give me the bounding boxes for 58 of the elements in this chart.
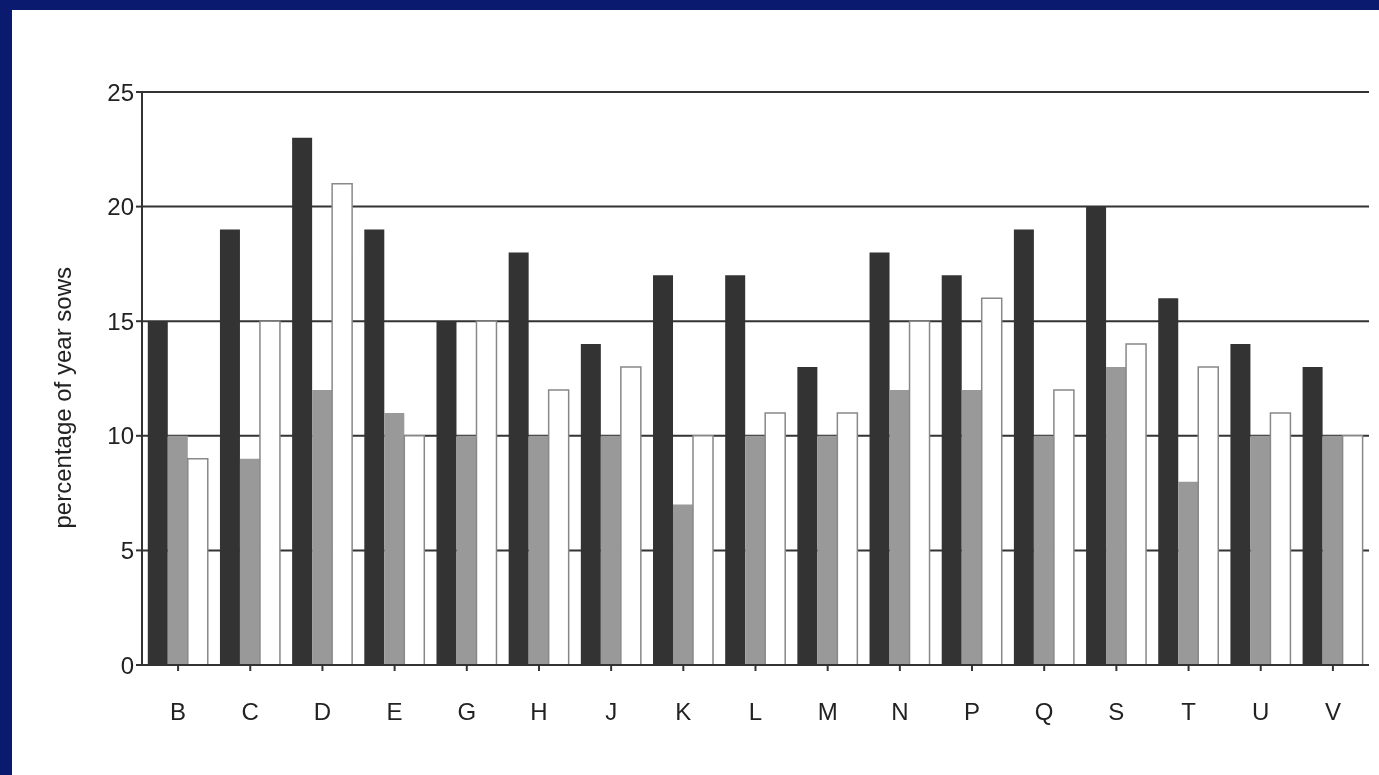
x-tick-label: S bbox=[1108, 698, 1125, 726]
bar bbox=[331, 182, 353, 665]
y-tick-label: 0 bbox=[120, 651, 134, 679]
bar bbox=[259, 320, 281, 665]
bar bbox=[384, 412, 405, 665]
bar bbox=[1197, 366, 1219, 665]
bar bbox=[1053, 389, 1075, 665]
bar bbox=[1322, 435, 1343, 665]
bar bbox=[1250, 435, 1271, 665]
bar bbox=[1033, 435, 1054, 665]
y-tick-label: 10 bbox=[107, 422, 134, 450]
bar bbox=[764, 412, 786, 665]
bar bbox=[836, 412, 859, 665]
x-tick-label: M bbox=[817, 698, 838, 726]
y-axis-title: percentage of year sows bbox=[48, 267, 76, 529]
y-tick-label: 25 bbox=[107, 78, 134, 106]
x-tick-label: N bbox=[891, 698, 909, 726]
bar bbox=[167, 435, 188, 665]
bar bbox=[1269, 412, 1292, 665]
bar bbox=[312, 389, 333, 665]
bar bbox=[980, 297, 1003, 665]
bar bbox=[239, 458, 260, 665]
bar bbox=[673, 504, 694, 665]
bar bbox=[456, 435, 477, 665]
bar bbox=[1178, 481, 1199, 665]
bar bbox=[817, 435, 838, 665]
x-tick-label: V bbox=[1324, 698, 1341, 726]
bar bbox=[1341, 435, 1364, 665]
x-tick-label: H bbox=[530, 698, 548, 726]
bar bbox=[1125, 343, 1147, 665]
bar bbox=[187, 457, 209, 665]
y-tick-label: 20 bbox=[107, 193, 134, 221]
x-tick-label: L bbox=[748, 698, 763, 726]
x-tick-label: B bbox=[170, 698, 187, 726]
x-tick-label: C bbox=[241, 698, 259, 726]
y-tick-label: 15 bbox=[107, 307, 134, 335]
bar bbox=[403, 435, 426, 665]
x-tick-label: K bbox=[675, 698, 692, 726]
x-tick-label: Q bbox=[1034, 698, 1054, 726]
bar bbox=[528, 435, 549, 665]
x-tick-label: P bbox=[964, 698, 981, 726]
x-tick-label: U bbox=[1252, 698, 1270, 726]
bar bbox=[745, 435, 766, 665]
bar bbox=[547, 389, 570, 665]
x-tick-label: G bbox=[457, 698, 477, 726]
x-tick-label: E bbox=[386, 698, 403, 726]
bar bbox=[620, 366, 642, 665]
x-tick-label: J bbox=[605, 698, 618, 726]
bar bbox=[600, 435, 621, 665]
bar bbox=[961, 389, 982, 665]
x-tick-label: D bbox=[313, 698, 332, 726]
bar bbox=[889, 389, 910, 665]
x-tick-label: T bbox=[1181, 698, 1197, 726]
bar bbox=[692, 435, 714, 665]
bar bbox=[1106, 367, 1127, 665]
bar bbox=[908, 320, 931, 665]
bar bbox=[475, 320, 498, 665]
y-tick-label: 5 bbox=[120, 536, 134, 564]
